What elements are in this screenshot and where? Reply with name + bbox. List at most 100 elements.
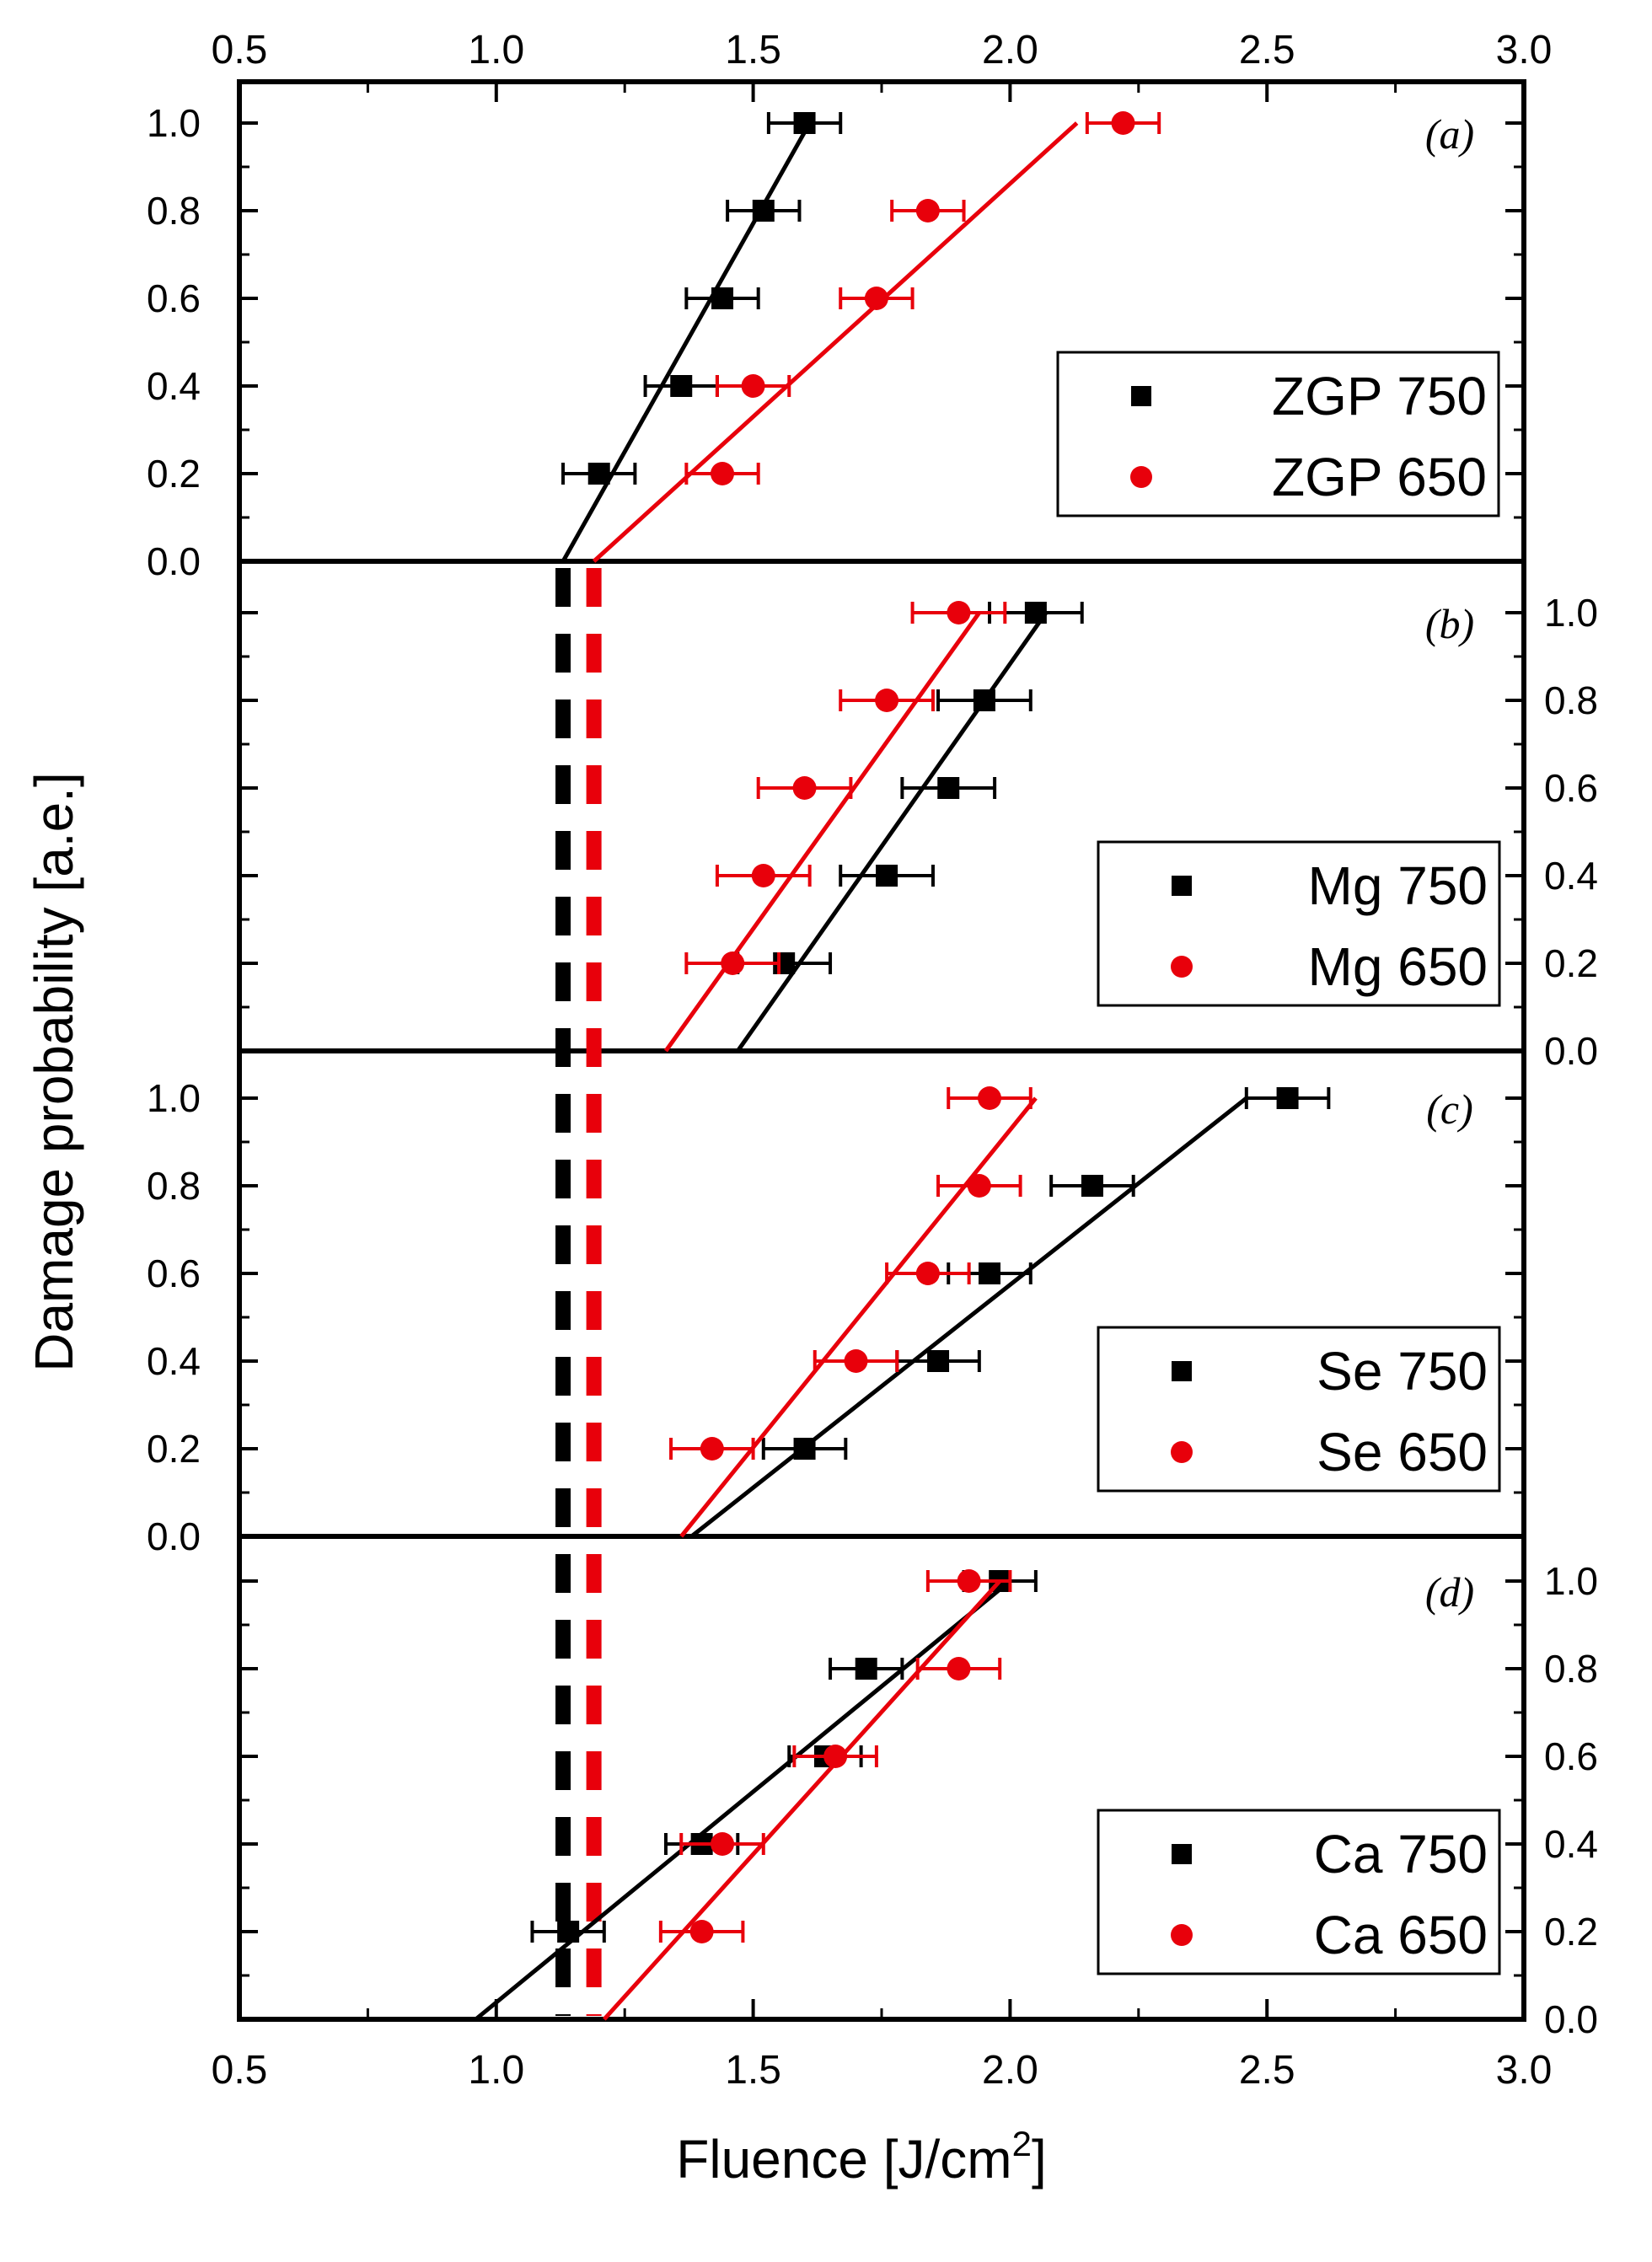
y-tick-label: 0.6 [147, 1252, 201, 1295]
y-tick-label: 0.6 [1544, 1734, 1598, 1778]
data-point-square [855, 1658, 877, 1680]
y-tick-label: 0.4 [1544, 1822, 1598, 1866]
fit-line-d-1 [602, 1579, 1002, 2021]
fit-line-a-0 [560, 121, 812, 563]
x-tick-label-bottom: 0.5 [212, 2048, 268, 2093]
data-point-circle [957, 1569, 981, 1593]
y-tick-label: 0.2 [1544, 941, 1598, 985]
x-tick-label-top: 2.0 [982, 28, 1038, 72]
data-point-square [937, 777, 960, 799]
text-layer: 0.50.51.01.01.51.52.02.02.52.53.03.00.00… [24, 28, 1598, 2190]
legend-box-d [1097, 1809, 1501, 1975]
data-point-circle [947, 601, 971, 624]
panel-label-a: (a) [1425, 110, 1474, 158]
data-point-square [1276, 1087, 1299, 1109]
data-point-circle [915, 1262, 940, 1285]
fit-line-c-1 [679, 1096, 1038, 1538]
data-point-circle [1111, 111, 1135, 135]
panel-label-c: (c) [1426, 1085, 1473, 1133]
x-tick-label-bottom: 2.0 [982, 2048, 1038, 2093]
data-point-circle [689, 1920, 714, 1943]
legend-marker-square [1172, 1361, 1192, 1381]
x-tick-label-top: 1.0 [468, 28, 524, 72]
axes-frame-layer [237, 79, 1526, 2022]
y-tick-label: 0.0 [1544, 1029, 1598, 1073]
x-tick-label-top: 2.5 [1239, 28, 1295, 72]
data-point-circle [823, 1745, 848, 1768]
y-tick-label: 0.8 [147, 1164, 201, 1208]
legend-marker-square [1131, 386, 1151, 406]
panel-label-d: (d) [1425, 1568, 1474, 1616]
y-tick-label: 0.4 [147, 364, 201, 408]
data-point-circle [967, 1174, 991, 1198]
x-tick-label-bottom: 3.0 [1496, 2048, 1553, 2093]
data-point-circle [700, 1437, 724, 1461]
panel-label-b: (b) [1425, 600, 1474, 647]
y-tick-label: 0.8 [147, 189, 201, 233]
data-point-square [587, 463, 610, 485]
x-axis-title-end: ] [1032, 2129, 1047, 2190]
x-axis-title-sup: 2 [1012, 2124, 1032, 2163]
y-tick-label: 0.6 [147, 276, 201, 320]
x-tick-label-bottom: 1.5 [725, 2048, 781, 2093]
legend-label-c-1: Se 650 [1317, 1422, 1488, 1482]
fit-line-a-1 [592, 121, 1079, 563]
data-point-square [1081, 1175, 1103, 1197]
legend-marker-circle [1171, 1924, 1193, 1946]
data-point-square [876, 865, 898, 887]
legend-box-c [1097, 1326, 1501, 1493]
y-tick-label: 0.0 [147, 539, 201, 583]
fit-line-b-1 [663, 611, 981, 1053]
y-axis-title: Damage probability [a.e.] [24, 772, 84, 1372]
data-point-circle [741, 374, 765, 398]
data-point-square [1024, 602, 1047, 624]
legend-label-a-1: ZGP 650 [1272, 447, 1487, 507]
data-point-square [793, 112, 816, 134]
data-point-square [927, 1350, 950, 1372]
data-point-square [670, 375, 693, 397]
legend-marker-square [1172, 1844, 1192, 1864]
y-tick-label: 0.0 [1544, 1997, 1598, 2041]
data-point-circle [751, 864, 775, 887]
data-point-square [979, 1262, 1001, 1284]
x-tick-label-top: 1.5 [725, 28, 781, 72]
x-tick-label-bottom: 1.0 [468, 2048, 524, 2093]
data-point-square [557, 1921, 580, 1943]
legend-label-d-1: Ca 650 [1314, 1905, 1488, 1965]
fit-line-c-0 [689, 1096, 1248, 1538]
legend-label-b-0: Mg 750 [1308, 855, 1488, 916]
data-point-circle [864, 287, 888, 310]
data-point-circle [915, 199, 940, 222]
x-tick-label-top: 3.0 [1496, 28, 1553, 72]
data-point-circle [978, 1086, 1002, 1110]
legend-box-b [1097, 840, 1501, 1007]
y-tick-label: 0.2 [1544, 1910, 1598, 1954]
fit-line-d-0 [474, 1579, 1011, 2021]
y-tick-label: 1.0 [1544, 591, 1598, 635]
legend-marker-circle [1171, 956, 1193, 978]
data-point-circle [711, 1832, 735, 1856]
legend-marker-square [1172, 876, 1192, 896]
data-point-circle [711, 462, 735, 485]
legend-marker-circle [1130, 466, 1152, 488]
y-tick-label: 0.2 [147, 452, 201, 496]
y-tick-label: 0.4 [1544, 854, 1598, 898]
data-point-square [973, 689, 995, 711]
x-axis-title: Fluence [J/cm2] [676, 2124, 1046, 2190]
data-layer [474, 111, 1501, 2021]
data-point-square [711, 287, 734, 309]
data-point-circle [875, 689, 899, 712]
data-point-square [752, 200, 775, 222]
data-point-circle [947, 1657, 971, 1680]
data-point-circle [792, 776, 817, 800]
fit-line-b-0 [736, 611, 1049, 1053]
x-axis-title-main: Fluence [J/cm [676, 2129, 1011, 2190]
y-tick-label: 0.4 [147, 1339, 201, 1383]
data-point-square [793, 1438, 816, 1460]
y-tick-label: 1.0 [147, 1076, 201, 1120]
data-point-circle [721, 951, 745, 975]
y-tick-label: 1.0 [1544, 1559, 1598, 1603]
legend-box-a [1056, 351, 1500, 517]
y-tick-label: 0.6 [1544, 766, 1598, 810]
